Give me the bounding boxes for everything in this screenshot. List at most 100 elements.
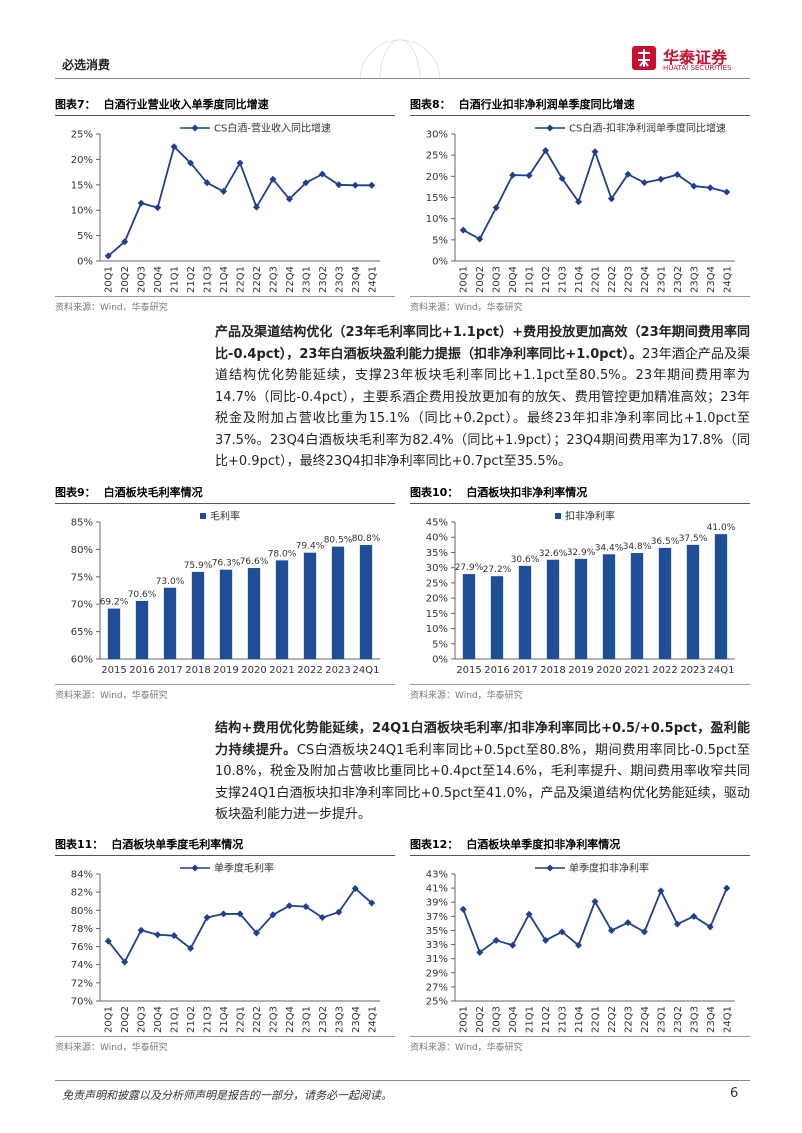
point (318, 170, 326, 178)
point (170, 143, 178, 151)
x-tick-label: 21Q4 (219, 266, 230, 293)
point (476, 235, 484, 243)
x-tick-label: 23Q1 (656, 1006, 667, 1033)
x-tick-label: 2017 (512, 665, 537, 676)
y-tick-label: 85% (71, 518, 93, 529)
value-label: 80.8% (352, 534, 381, 544)
y-tick-label: 0% (432, 655, 448, 666)
x-tick-label: 23Q3 (334, 1006, 345, 1033)
point (673, 920, 681, 928)
y-tick-label: 80% (71, 906, 93, 917)
point (624, 170, 632, 178)
figure-label: 图表7： (55, 98, 96, 111)
point (269, 911, 277, 919)
legend-label: 扣非净利率 (565, 510, 615, 523)
para-text: CS白酒板块24Q1毛利率同比+0.5pct至80.8%，期间费用率同比-0.5… (215, 742, 750, 823)
point (104, 937, 112, 945)
point (203, 914, 211, 922)
x-tick-label: 20Q1 (459, 1006, 470, 1033)
y-tick-label: 74% (71, 960, 93, 971)
x-tick-label: 20Q4 (153, 266, 164, 293)
footer-rule (55, 1080, 750, 1081)
x-tick-label: 22Q4 (640, 1006, 651, 1033)
x-tick-label: 20Q3 (492, 266, 503, 293)
point (476, 948, 484, 956)
y-tick-label: 15% (426, 193, 448, 204)
point (302, 903, 310, 911)
bar (462, 574, 476, 659)
figure-label: 图表8： (410, 98, 451, 111)
point (591, 148, 599, 156)
figure: 图表8： 白酒行业扣非净利润单季度同比增速 0% 5% 10% 15% 20% 25% 30% 2… (410, 96, 750, 313)
point (154, 204, 162, 212)
bar (247, 568, 261, 659)
y-tick-label: 31% (426, 954, 448, 965)
y-tick-label: 35% (426, 548, 448, 559)
point (154, 931, 162, 939)
point (723, 188, 731, 196)
series-line (107, 887, 373, 964)
bar (275, 560, 289, 659)
x-tick-label: 20Q2 (475, 1006, 486, 1033)
series-line (462, 148, 727, 241)
legend-marker (546, 864, 554, 872)
point (690, 912, 698, 920)
figure-title-text: 白酒行业扣非净利润单季度同比增速 (458, 98, 635, 111)
x-tick-label: 2021 (269, 665, 294, 676)
point (335, 908, 343, 916)
bar (191, 571, 205, 659)
x-tick-label: 23Q3 (689, 1006, 700, 1033)
y-tick-label: 43% (426, 870, 448, 881)
value-label: 69.2% (100, 598, 129, 608)
point (607, 926, 615, 934)
source: 资料来源：Wind，华泰研究 (410, 296, 750, 313)
bar (219, 569, 233, 659)
x-tick-label: 22Q1 (591, 266, 602, 293)
y-tick-label: 78% (71, 924, 93, 935)
x-tick-label: 22Q4 (285, 1006, 296, 1033)
point (121, 958, 129, 966)
value-label: 32.6% (539, 549, 568, 559)
figure-title: 图表12： 白酒板块单季度扣非净利率情况 (410, 836, 750, 856)
bar (163, 587, 177, 659)
point (492, 204, 500, 212)
y-tick-label: 25% (71, 130, 93, 141)
x-tick-label: 20Q1 (459, 266, 470, 293)
x-tick-label: 23Q4 (351, 1006, 362, 1033)
figure-title-text: 白酒行业营业收入单季度同比增速 (103, 98, 269, 111)
x-tick-label: 20Q3 (137, 266, 148, 293)
legend-marker (191, 124, 199, 132)
point (575, 941, 583, 949)
x-tick-label: 22Q2 (252, 266, 263, 293)
point (236, 910, 244, 918)
x-tick-label: 23Q1 (301, 266, 312, 293)
value-label: 79.4% (296, 542, 325, 552)
x-tick-label: 23Q2 (318, 1006, 329, 1033)
value-label: 76.6% (240, 557, 269, 567)
x-tick-label: 21Q2 (541, 266, 552, 293)
value-label: 30.6% (511, 555, 540, 565)
header-decoration (359, 39, 441, 78)
bar (686, 544, 700, 659)
point (220, 187, 228, 195)
x-tick-label: 20Q2 (120, 1006, 131, 1033)
x-tick-label: 23Q1 (301, 1006, 312, 1033)
y-tick-label: 15% (71, 180, 93, 191)
value-label: 32.9% (567, 548, 596, 558)
figure: 图表7： 白酒行业营业收入单季度同比增速 0% 5% 10% 15% 20% 25% 20Q1 2… (55, 96, 395, 313)
x-tick-label: 24Q1 (367, 266, 378, 293)
y-tick-label: 41% (426, 884, 448, 895)
x-tick-label: 24Q1 (722, 1006, 733, 1033)
y-tick-label: 39% (426, 898, 448, 909)
y-tick-label: 84% (71, 870, 93, 881)
y-tick-label: 70% (71, 600, 93, 611)
figure: 图表12： 白酒板块单季度扣非净利率情况 25% 27% 29% 31% 33% 35% 37%… (410, 836, 750, 1053)
x-tick-label: 23Q3 (689, 266, 700, 293)
legend-label: CS白酒-扣非净利润单季度同比增速 (569, 122, 726, 135)
figure-title-text: 白酒板块毛利率情况 (103, 486, 203, 499)
x-tick-label: 21Q4 (574, 266, 585, 293)
paragraph: 结构+费用优化势能延续，24Q1白酒板块毛利率/扣非净利率同比+0.5/+0.5… (215, 718, 750, 826)
source: 资料来源：Wind，华泰研究 (55, 1036, 395, 1053)
point (607, 195, 615, 203)
bar (630, 553, 644, 659)
